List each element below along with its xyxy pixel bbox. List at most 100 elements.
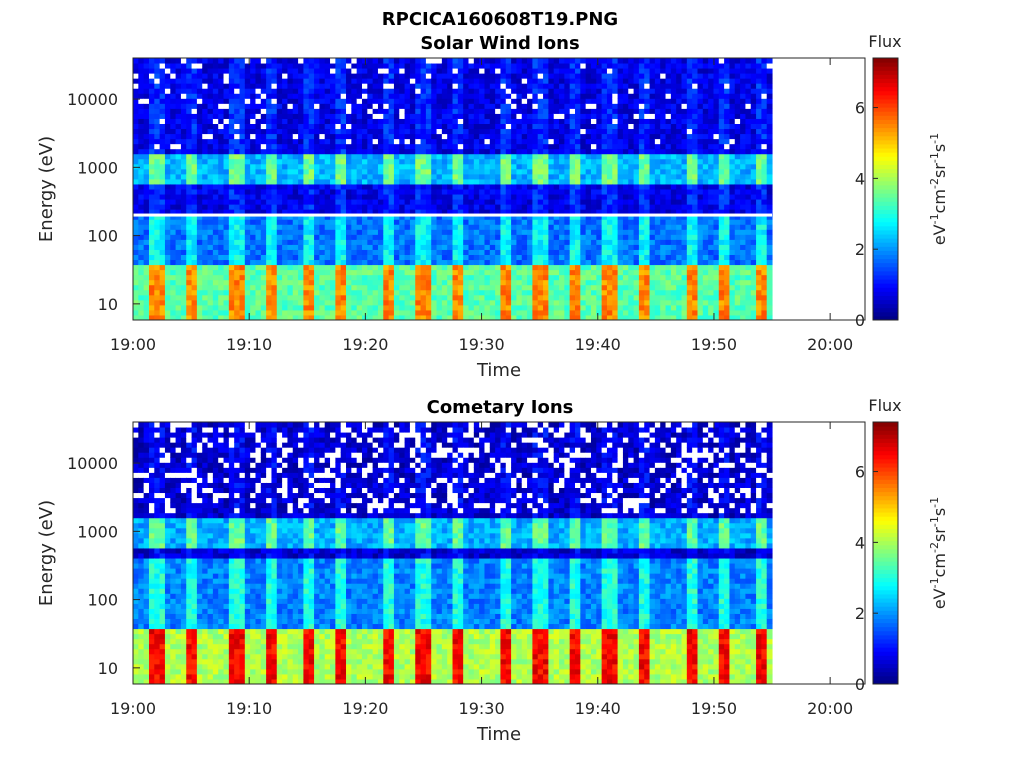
heatmap-cell	[564, 113, 571, 119]
heatmap-cell	[399, 214, 406, 220]
heatmap-cell	[415, 259, 422, 266]
heatmap-cell	[367, 249, 374, 255]
heatmap-cell	[559, 133, 565, 140]
heatmap-cell	[287, 153, 294, 160]
heatmap-cell	[606, 234, 613, 240]
heatmap-cell	[628, 214, 635, 220]
heatmap-cell	[521, 98, 528, 104]
heatmap-cell	[196, 234, 203, 240]
heatmap-cell	[425, 178, 432, 185]
heatmap-cell	[346, 214, 352, 220]
heatmap-cell	[223, 103, 230, 109]
heatmap-cell	[431, 189, 438, 195]
heatmap-cell	[175, 204, 182, 210]
heatmap-cell	[633, 168, 640, 175]
heatmap-cell	[148, 199, 155, 205]
heatmap-cell	[622, 314, 629, 321]
heatmap-cell	[250, 264, 256, 271]
heatmap-cell	[276, 199, 283, 205]
heatmap-cell	[276, 118, 283, 124]
heatmap-cell	[377, 153, 384, 160]
heatmap-cell	[500, 214, 507, 220]
heatmap-cell	[473, 143, 480, 150]
heatmap-cell	[617, 93, 624, 99]
heatmap-cell	[596, 269, 603, 276]
heatmap-cell	[250, 189, 256, 195]
heatmap-cell	[521, 83, 528, 89]
heatmap-cell	[324, 88, 331, 94]
heatmap-cell	[559, 219, 565, 225]
heatmap-cell	[564, 259, 571, 266]
heatmap-cell	[133, 269, 139, 276]
heatmap-cell	[154, 63, 161, 69]
heatmap-cell	[170, 153, 177, 160]
heatmap-cell	[340, 58, 347, 64]
heatmap-cell	[606, 299, 613, 306]
heatmap-cell	[148, 279, 155, 286]
heatmap-cell	[564, 133, 571, 140]
heatmap-cell	[367, 83, 374, 89]
heatmap-cell	[340, 279, 347, 286]
heatmap-cell	[601, 199, 608, 205]
heatmap-cell	[559, 163, 565, 170]
heatmap-cell	[250, 224, 256, 230]
heatmap-cell	[292, 128, 299, 135]
heatmap-cell	[425, 68, 432, 74]
heatmap-cell	[138, 158, 145, 165]
heatmap-cell	[207, 304, 214, 311]
heatmap-cell	[133, 163, 139, 170]
heatmap-cell	[346, 133, 352, 140]
heatmap-cell	[473, 264, 480, 271]
heatmap-cell	[431, 209, 438, 215]
heatmap-cell	[543, 204, 549, 210]
heatmap-cell	[543, 98, 549, 104]
heatmap-cell	[575, 118, 581, 124]
heatmap-cell	[276, 103, 283, 109]
heatmap-cell	[388, 93, 395, 99]
heatmap-cell	[553, 244, 560, 250]
heatmap-cell	[404, 219, 411, 225]
heatmap-cell	[431, 269, 438, 276]
heatmap-cell	[447, 98, 454, 104]
heatmap-cell	[606, 113, 613, 119]
heatmap-cell	[351, 309, 358, 316]
heatmap-cell	[260, 78, 267, 84]
heatmap-cell	[319, 58, 326, 64]
heatmap-cell	[505, 103, 512, 109]
heatmap-cell	[409, 239, 416, 245]
heatmap-cell	[377, 123, 384, 130]
heatmap-cell	[361, 259, 368, 266]
heatmap-cell	[377, 138, 384, 145]
heatmap-cell	[287, 299, 294, 306]
heatmap-cell	[495, 294, 501, 301]
heatmap-cell	[340, 299, 347, 306]
heatmap-cell	[180, 178, 187, 185]
heatmap-cell	[404, 158, 411, 165]
heatmap-cell	[622, 214, 629, 220]
heatmap-cell	[622, 259, 629, 266]
heatmap-cell	[223, 304, 230, 311]
heatmap-cell	[537, 249, 544, 255]
heatmap-cell	[143, 299, 150, 306]
heatmap-cell	[356, 128, 363, 135]
heatmap-cell	[186, 128, 193, 135]
heatmap-cell	[138, 229, 145, 235]
heatmap-cell	[271, 214, 278, 220]
heatmap-cell	[527, 133, 533, 140]
heatmap-cell	[180, 133, 187, 140]
heatmap-cell	[324, 168, 331, 175]
heatmap-cell	[601, 279, 608, 286]
heatmap-cell	[372, 204, 379, 210]
heatmap-cell	[383, 143, 390, 150]
heatmap-cell	[404, 244, 411, 250]
heatmap-cell	[500, 83, 507, 89]
heatmap-cell	[452, 239, 459, 245]
heatmap-cell	[638, 299, 645, 306]
heatmap-cell	[186, 309, 193, 316]
heatmap-cell	[287, 214, 294, 220]
heatmap-cell	[399, 123, 406, 130]
heatmap-cell	[590, 259, 597, 266]
heatmap-cell	[383, 214, 390, 220]
heatmap-cell	[580, 304, 587, 311]
heatmap-cell	[292, 259, 299, 266]
